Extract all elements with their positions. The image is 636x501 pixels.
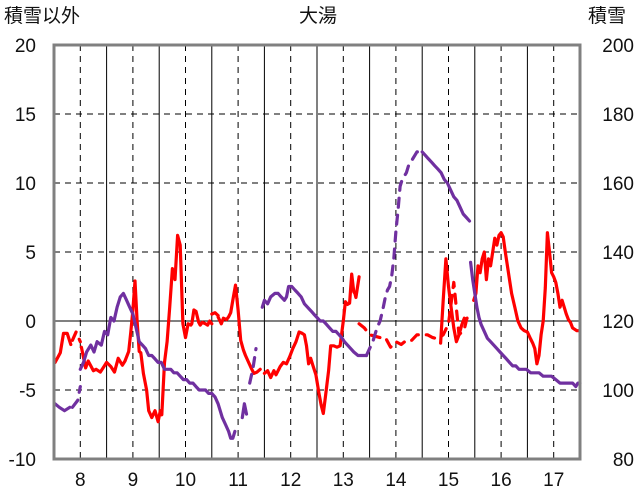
temperature-series-line bbox=[472, 231, 581, 366]
y-left-tick-label: 20 bbox=[15, 36, 36, 57]
right-axis-label: 積雪 bbox=[588, 5, 626, 27]
temperature-series-line bbox=[216, 283, 262, 375]
temperature-series-line bbox=[262, 272, 361, 416]
x-tick-label: 11 bbox=[228, 470, 248, 491]
x-tick-label: 16 bbox=[491, 470, 512, 491]
y-left-tick-label: -5 bbox=[19, 381, 36, 402]
data-series bbox=[53, 150, 582, 440]
snow-depth-series-line bbox=[53, 402, 72, 413]
x-tick-label: 15 bbox=[438, 470, 459, 491]
y-right-tick-label: 100 bbox=[602, 381, 634, 402]
y-left-tick-label: 10 bbox=[15, 174, 36, 195]
x-tick-label: 17 bbox=[543, 470, 564, 491]
y-right-tick-label: 80 bbox=[613, 450, 634, 471]
snow-depth-series-line bbox=[260, 284, 368, 358]
y-right-tick-label: 200 bbox=[602, 36, 634, 57]
plot-frame bbox=[52, 43, 582, 461]
snow-depth-series-line bbox=[240, 402, 249, 420]
tick-labels: 20 15 10 5 0 -5 -10 200 180 160 140 120 100 80 8 9 10 11 1… bbox=[9, 36, 634, 491]
y-right-tick-label: 180 bbox=[602, 105, 634, 126]
temperature-series-line bbox=[357, 280, 473, 349]
left-axis-label: 積雪以外 bbox=[4, 5, 80, 27]
y-left-tick-label: 15 bbox=[15, 105, 36, 126]
temperature-series-line bbox=[53, 331, 73, 364]
snow-depth-series-line bbox=[364, 150, 424, 358]
snow-depth-series-line bbox=[78, 291, 237, 440]
y-right-tick-label: 120 bbox=[602, 312, 634, 333]
y-left-tick-label: 5 bbox=[25, 243, 36, 264]
x-tick-label: 9 bbox=[128, 470, 139, 491]
x-tick-label: 14 bbox=[385, 470, 407, 491]
x-tick-label: 8 bbox=[75, 470, 86, 491]
snow-depth-series-line bbox=[469, 260, 582, 389]
x-tick-label: 13 bbox=[333, 470, 354, 491]
temperature-series-line bbox=[210, 311, 220, 318]
y-right-tick-label: 160 bbox=[602, 174, 634, 195]
y-left-tick-label: 0 bbox=[25, 312, 36, 333]
snow-depth-series-line bbox=[70, 385, 82, 409]
y-left-tick-label: -10 bbox=[9, 450, 36, 471]
y-right-tick-label: 140 bbox=[602, 243, 634, 264]
x-tick-label: 10 bbox=[175, 470, 196, 491]
x-tick-label: 12 bbox=[280, 470, 301, 491]
snow-depth-series-line bbox=[248, 347, 258, 385]
snow-depth-series-line bbox=[420, 150, 472, 223]
temperature-series-line bbox=[439, 257, 466, 345]
grid-lines bbox=[54, 45, 580, 459]
temperature-series-line bbox=[70, 330, 82, 344]
chart-title: 大湯 bbox=[299, 5, 337, 27]
temperature-series-line bbox=[79, 233, 214, 424]
